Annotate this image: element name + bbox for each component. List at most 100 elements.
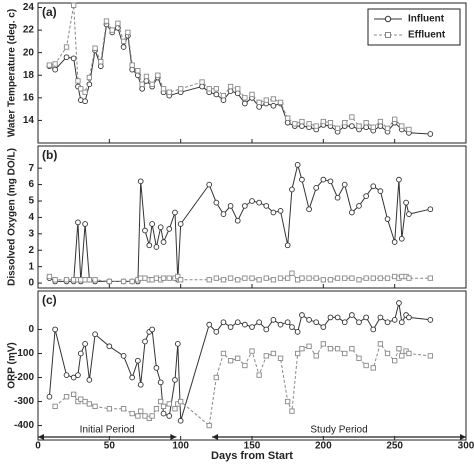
- data-point: [242, 275, 248, 281]
- data-point: [284, 242, 291, 249]
- data-point: [71, 2, 77, 8]
- data-point: [294, 162, 301, 168]
- data-point: [334, 346, 341, 352]
- data-point: [146, 242, 153, 249]
- data-point: [120, 38, 127, 45]
- data-point: [138, 408, 144, 414]
- data-point: [263, 275, 269, 281]
- data-point: [139, 81, 145, 87]
- data-point: [155, 72, 161, 78]
- data-point: [349, 209, 355, 216]
- series-line: [54, 342, 431, 427]
- data-point: [306, 343, 312, 349]
- data-point: [256, 372, 262, 378]
- data-point: [174, 341, 181, 347]
- data-point: [370, 183, 377, 190]
- x-tick-label: 100: [172, 441, 189, 452]
- data-point: [213, 275, 219, 281]
- data-point: [277, 207, 284, 214]
- data-point: [356, 277, 362, 283]
- data-point: [115, 24, 121, 31]
- data-point: [178, 277, 184, 283]
- data-point: [270, 277, 277, 283]
- data-point: [406, 350, 412, 357]
- data-point: [206, 422, 212, 429]
- data-point: [299, 346, 305, 352]
- data-point: [75, 78, 81, 84]
- data-point: [320, 341, 326, 347]
- data-point: [63, 54, 70, 61]
- data-point: [270, 96, 277, 102]
- data-point: [52, 66, 58, 73]
- data-point: [391, 239, 398, 245]
- data-point: [82, 277, 88, 283]
- data-point: [78, 86, 84, 92]
- data-point: [63, 44, 70, 50]
- data-point: [242, 95, 248, 101]
- data-point: [306, 206, 312, 213]
- data-point: [177, 417, 184, 424]
- y-tick-label: 4: [28, 212, 34, 223]
- data-point: [220, 211, 227, 217]
- data-point: [295, 277, 301, 283]
- data-point: [46, 62, 53, 68]
- data-point: [92, 403, 98, 410]
- data-point: [363, 193, 369, 199]
- data-point: [235, 277, 241, 283]
- data-point: [235, 355, 241, 361]
- data-point: [120, 44, 127, 50]
- data-point: [398, 235, 405, 242]
- data-point: [363, 275, 369, 281]
- data-point: [299, 275, 305, 281]
- data-point: [249, 198, 255, 204]
- data-point: [52, 61, 58, 67]
- data-point: [160, 403, 167, 410]
- data-point: [242, 321, 248, 328]
- data-point: [135, 68, 141, 74]
- data-point: [396, 346, 402, 352]
- y-axis-label: ORP (mV): [7, 342, 18, 389]
- x-tick-label: 0: [35, 441, 41, 452]
- data-point: [299, 118, 305, 125]
- plot-frame: [37, 145, 467, 289]
- data-point: [70, 55, 77, 62]
- data-point: [82, 89, 88, 95]
- data-point: [135, 413, 141, 419]
- data-point: [86, 277, 93, 283]
- data-point: [285, 115, 291, 121]
- data-point: [406, 211, 412, 217]
- data-point: [270, 316, 277, 323]
- data-point: [427, 206, 434, 213]
- data-point: [235, 86, 241, 92]
- y-tick-label: 5: [28, 196, 34, 207]
- data-point: [289, 408, 295, 414]
- data-point: [334, 125, 341, 131]
- data-point: [384, 216, 391, 222]
- data-point: [138, 275, 144, 281]
- data-point: [313, 353, 319, 359]
- data-point: [249, 348, 255, 354]
- data-point: [392, 358, 398, 364]
- data-point: [334, 275, 341, 281]
- data-point: [166, 226, 173, 232]
- data-point: [285, 275, 291, 281]
- y-tick-label: 2: [28, 245, 34, 256]
- data-point: [160, 239, 167, 245]
- data-point: [306, 275, 312, 281]
- y-tick-label: 22: [23, 25, 35, 36]
- data-point: [341, 181, 348, 188]
- data-point: [149, 277, 155, 283]
- data-point: [220, 350, 227, 357]
- data-point: [137, 381, 144, 388]
- data-point: [120, 353, 127, 359]
- data-point: [234, 319, 241, 326]
- y-tick-label: 1: [28, 261, 34, 272]
- data-point: [220, 277, 227, 283]
- data-point: [377, 188, 384, 194]
- data-point: [270, 350, 277, 357]
- y-tick-label: -200: [14, 372, 34, 383]
- data-point: [313, 185, 320, 191]
- y-axis-label: Water Temperature (deg. c): [7, 9, 18, 137]
- data-point: [320, 324, 327, 330]
